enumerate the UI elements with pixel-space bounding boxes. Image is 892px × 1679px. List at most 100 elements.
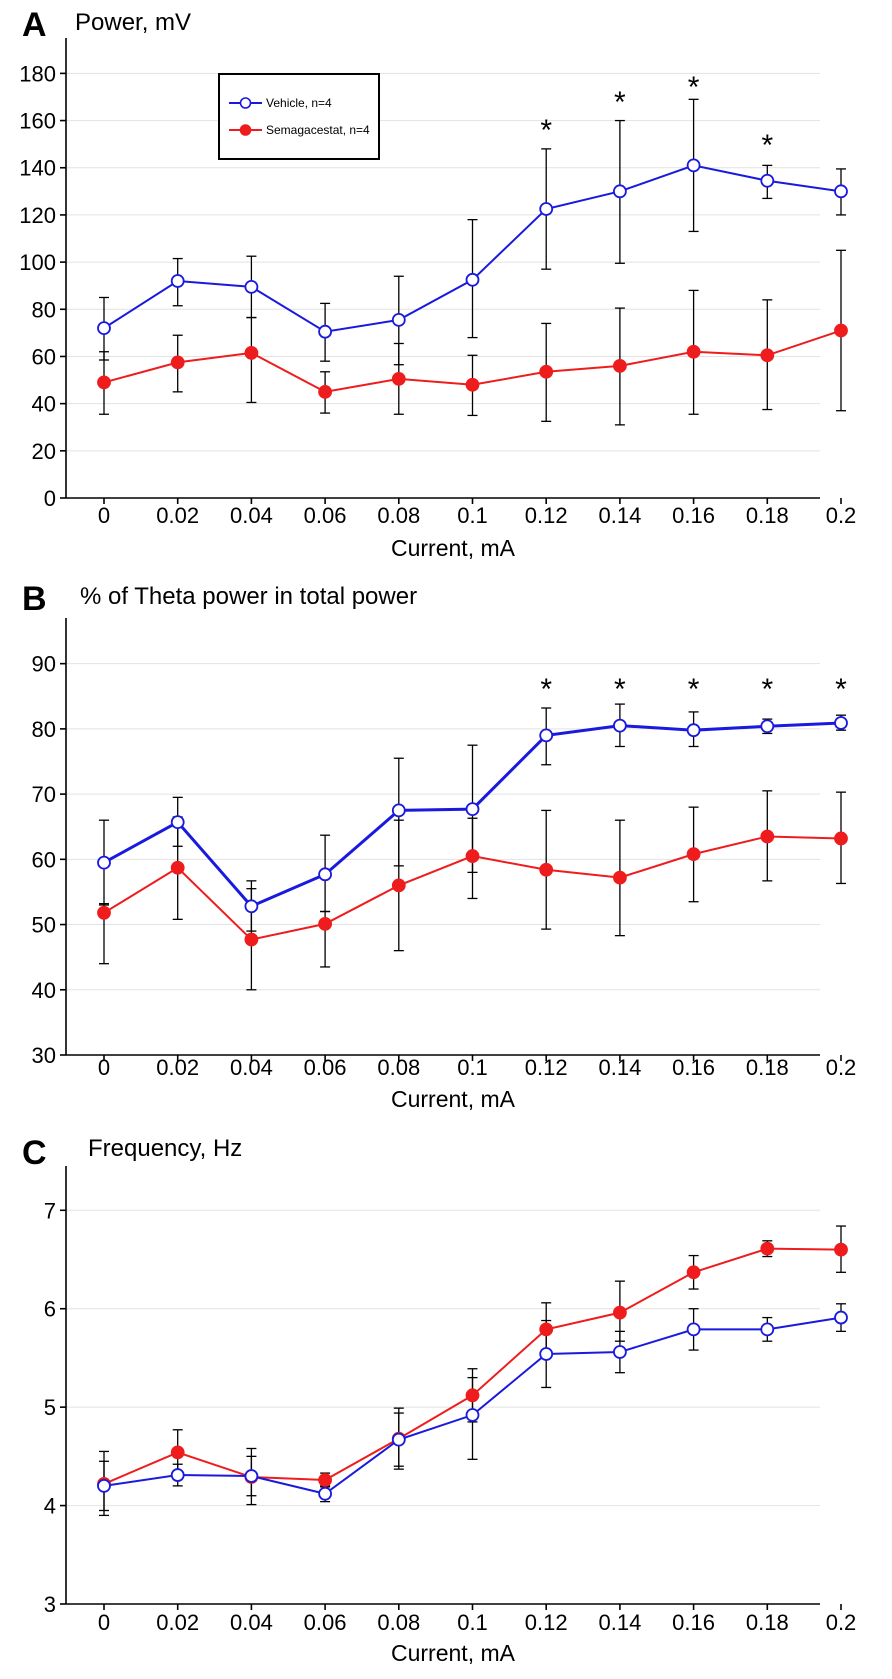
x-tick-label: 0: [98, 1610, 110, 1635]
data-point-semagacestat: [318, 384, 333, 399]
data-point-semagacestat: [391, 878, 406, 893]
significance-mark: *: [688, 673, 700, 706]
x-tick-label: 0.06: [304, 503, 347, 528]
data-point-vehicle: [318, 324, 333, 339]
y-tick-label: 40: [32, 392, 56, 417]
x-axis-label: Current, mA: [391, 1640, 516, 1666]
x-tick-label: 0.12: [525, 1055, 568, 1080]
x-tick-label: 0.14: [598, 1055, 641, 1080]
data-point-vehicle: [170, 274, 185, 288]
data-point-semagacestat: [391, 371, 406, 386]
data-point-semagacestat: [465, 849, 480, 863]
x-tick-label: 0.18: [746, 503, 789, 528]
x-tick-label: 0.12: [525, 1610, 568, 1635]
data-point-semagacestat: [318, 917, 333, 931]
data-point-vehicle: [613, 718, 627, 733]
chart-panel-a: A Power, mV 0 20 40 60 80 100 120 140 160 180 0 0.02 0…: [19, 6, 856, 561]
data-point-semagacestat: [170, 355, 185, 370]
x-tick-label: 0.02: [156, 1055, 199, 1080]
data-point-semagacestat: [539, 1322, 554, 1337]
x-tick-label: 0.14: [598, 1610, 641, 1635]
y-tick-label: 80: [32, 297, 56, 322]
x-tick-label: 0.18: [746, 1610, 789, 1635]
data-point-vehicle: [613, 184, 627, 199]
data-point-semagacestat: [834, 831, 848, 846]
data-point-vehicle: [539, 202, 554, 216]
data-point-vehicle: [391, 803, 406, 818]
significance-mark: *: [614, 86, 626, 119]
significance-mark: *: [688, 71, 700, 104]
y-tick-label: 40: [32, 978, 56, 1003]
x-tick-label: 0.06: [304, 1610, 347, 1635]
y-tick-label: 140: [19, 156, 56, 181]
data-point-semagacestat: [318, 1473, 333, 1487]
data-point-semagacestat: [97, 375, 111, 390]
data-point-vehicle: [760, 1322, 775, 1337]
data-point-semagacestat: [539, 364, 554, 379]
x-tick-label: 0.1: [457, 1055, 488, 1080]
data-point-vehicle: [760, 173, 775, 188]
legend-marker-semagacestat: [239, 124, 252, 136]
data-point-semagacestat: [613, 358, 627, 373]
data-point-vehicle: [97, 855, 111, 870]
y-tick-label: 4: [44, 1494, 56, 1519]
significance-mark: *: [761, 673, 773, 706]
data-point-semagacestat: [613, 1305, 627, 1320]
x-tick-label: 0.1: [457, 503, 488, 528]
x-tick-label: 0.04: [230, 1610, 273, 1635]
legend-label-semagacestat: Semagacestat, n=4: [266, 123, 370, 137]
data-point-semagacestat: [244, 932, 259, 947]
data-point-vehicle: [834, 184, 848, 199]
y-tick-label: 100: [19, 250, 56, 275]
significance-mark: *: [761, 129, 773, 162]
y-tick-label: 30: [32, 1043, 56, 1068]
x-tick-label: 0: [98, 503, 110, 528]
x-tick-label: 0.18: [746, 1055, 789, 1080]
y-tick-label: 70: [32, 782, 56, 807]
x-tick-label: 0.04: [230, 1055, 273, 1080]
x-axis-label: Current, mA: [391, 1086, 516, 1112]
significance-mark: *: [614, 673, 626, 706]
y-tick-label: 0: [44, 486, 56, 511]
data-point-vehicle: [391, 1432, 406, 1447]
x-tick-label: 0.16: [672, 1055, 715, 1080]
data-point-vehicle: [465, 1408, 480, 1422]
data-point-semagacestat: [170, 860, 185, 875]
legend-label-vehicle: Vehicle, n=4: [266, 96, 332, 110]
data-point-vehicle: [244, 279, 259, 294]
data-point-semagacestat: [760, 829, 775, 844]
y-tick-label: 3: [44, 1592, 56, 1617]
data-point-vehicle: [465, 802, 480, 817]
legend-box: [218, 73, 380, 160]
significance-mark: *: [540, 114, 552, 147]
data-point-vehicle: [318, 867, 333, 882]
data-point-vehicle: [539, 728, 554, 743]
x-tick-label: 0.2: [826, 1610, 857, 1635]
x-tick-label: 0.16: [672, 503, 715, 528]
data-point-semagacestat: [170, 1445, 185, 1460]
x-tick-label: 0.14: [598, 503, 641, 528]
significance-mark: *: [835, 673, 847, 706]
x-tick-label: 0.2: [826, 503, 857, 528]
data-point-semagacestat: [760, 1241, 775, 1256]
x-tick-label: 0.02: [156, 503, 199, 528]
y-tick-label: 60: [32, 344, 56, 369]
y-tick-label: 50: [32, 913, 56, 938]
x-tick-label: 0.08: [377, 503, 420, 528]
data-point-vehicle: [686, 1322, 701, 1337]
data-point-vehicle: [613, 1345, 627, 1359]
x-tick-label: 0.06: [304, 1055, 347, 1080]
y-tick-label: 90: [32, 652, 56, 677]
chart-panel-b: B % of Theta power in total power 30 40 50 60…: [22, 580, 856, 1112]
data-point-vehicle: [170, 1468, 185, 1482]
data-point-semagacestat: [539, 862, 554, 877]
legend-marker-vehicle: [239, 97, 252, 109]
data-point-vehicle: [170, 815, 185, 830]
y-tick-label: 160: [19, 109, 56, 134]
data-point-vehicle: [465, 272, 480, 287]
data-point-vehicle: [686, 723, 701, 738]
data-point-vehicle: [834, 1310, 848, 1325]
data-point-vehicle: [244, 899, 259, 914]
x-tick-label: 0.2: [826, 1055, 857, 1080]
